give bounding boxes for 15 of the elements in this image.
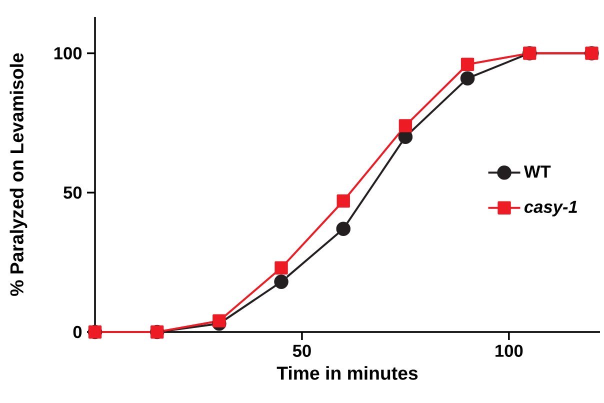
legend-label: WT <box>524 166 551 178</box>
point <box>274 261 288 274</box>
point <box>398 119 412 132</box>
point <box>336 222 350 236</box>
point <box>274 274 288 289</box>
point <box>460 58 474 71</box>
y-tick-label: 50 <box>64 186 82 199</box>
y-tick-label: 100 <box>54 47 82 60</box>
y-tick-label: 0 <box>73 326 82 338</box>
x-axis-title: Time in minutes <box>276 366 418 380</box>
y-axis-title: % Paralyzed on Levamisole <box>10 53 28 296</box>
legend-label: casy-1 <box>524 200 577 216</box>
point <box>212 314 226 328</box>
point <box>336 194 350 208</box>
point <box>460 71 475 86</box>
